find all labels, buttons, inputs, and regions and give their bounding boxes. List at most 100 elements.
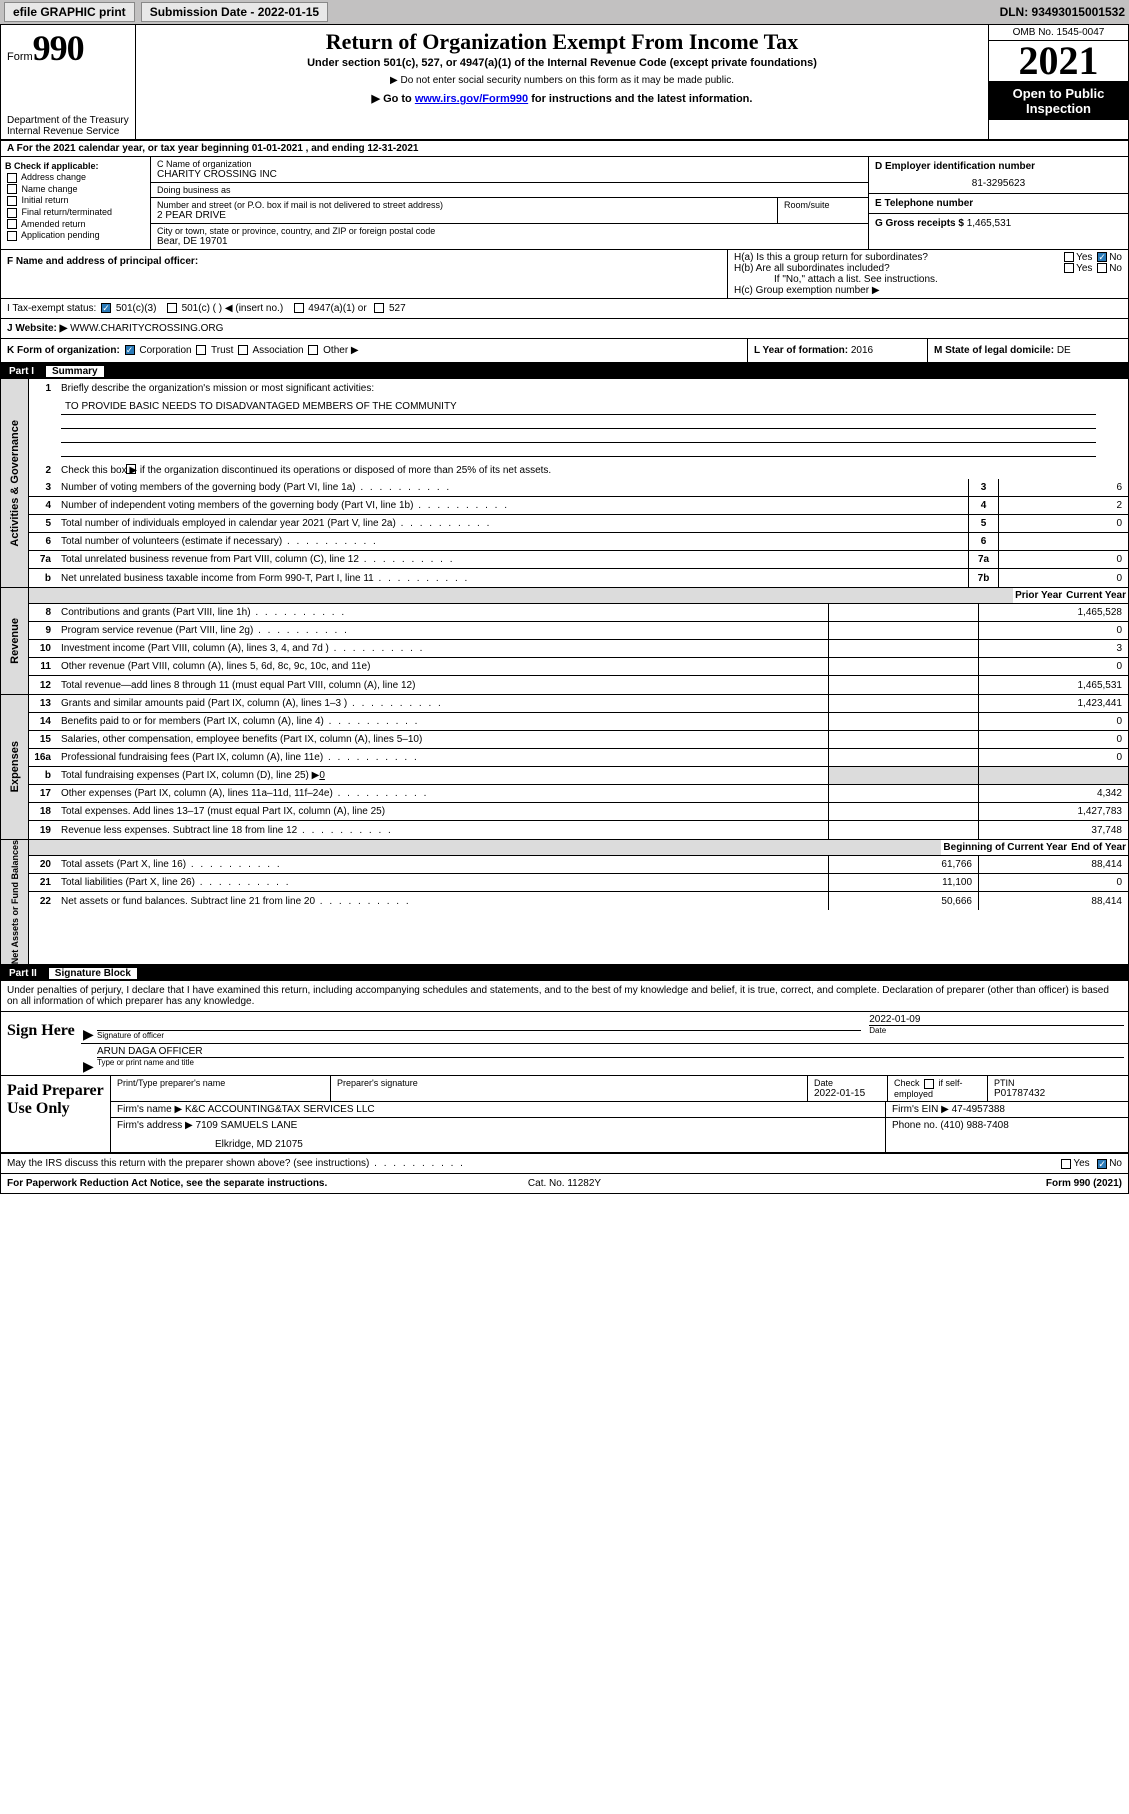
firm-name: K&C ACCOUNTING&TAX SERVICES LLC: [185, 1104, 375, 1115]
ssn-warning: ▶ Do not enter social security numbers o…: [142, 75, 982, 86]
chk-final-return[interactable]: Final return/terminated: [5, 207, 146, 218]
line11-current: 0: [978, 658, 1128, 675]
ein-value: 81-3295623: [875, 172, 1122, 189]
chk-discuss-no[interactable]: [1097, 1159, 1107, 1169]
net-assets-section: Net Assets or Fund Balances Beginning of…: [1, 840, 1128, 966]
tax-year: 2021: [989, 41, 1128, 82]
line19-label: Revenue less expenses. Subtract line 18 …: [57, 823, 828, 838]
line13-label: Grants and similar amounts paid (Part IX…: [57, 696, 828, 711]
line8-current: 1,465,528: [978, 604, 1128, 621]
part-ii-num: Part II: [9, 968, 37, 979]
h-c-exemption: H(c) Group exemption number ▶: [734, 285, 1122, 296]
form-word: Form: [7, 51, 33, 63]
chk-address-change[interactable]: Address change: [5, 172, 146, 183]
firm-addr2: Elkridge, MD 21075: [117, 1131, 879, 1150]
line7a-value: 0: [998, 551, 1128, 568]
lbl-room: Room/suite: [784, 200, 862, 210]
sig-date-label: Date: [869, 1025, 1124, 1035]
lbl-phone: E Telephone number: [875, 198, 1122, 209]
part-i-title: Summary: [46, 366, 104, 377]
org-name: CHARITY CROSSING INC: [157, 169, 862, 180]
h-b-note: If "No," attach a list. See instructions…: [734, 274, 1122, 285]
line21-boy: 11,100: [828, 874, 978, 891]
part-i-header: Part I Summary: [1, 364, 1128, 379]
col-boy: Beginning of Current Year: [941, 840, 1069, 855]
activities-governance: Activities & Governance 1Briefly describ…: [1, 379, 1128, 588]
prep-name-hdr: Print/Type preparer's name: [117, 1078, 324, 1088]
form-990-2021: Form 990 (2021): [750, 1178, 1122, 1189]
part-i-num: Part I: [9, 366, 34, 377]
chk-4947[interactable]: [294, 303, 304, 313]
sig-officer-label: Signature of officer: [97, 1030, 861, 1040]
officer-name-title: ARUN DAGA OFFICER: [97, 1046, 1124, 1057]
period-line-a: A For the 2021 calendar year, or tax yea…: [1, 141, 1128, 157]
line16b-label: Total fundraising expenses (Part IX, col…: [57, 768, 828, 783]
chk-initial-return[interactable]: Initial return: [5, 195, 146, 206]
instructions-line: ▶ Go to www.irs.gov/Form990 for instruct…: [142, 92, 982, 105]
row-j-website: J Website: ▶ WWW.CHARITYCROSSING.ORG: [1, 319, 1128, 339]
line14-current: 0: [978, 713, 1128, 730]
lbl-principal-officer: F Name and address of principal officer:: [7, 256, 721, 267]
line5-label: Total number of individuals employed in …: [57, 516, 968, 531]
chk-other[interactable]: [308, 345, 318, 355]
chk-self-employed[interactable]: [924, 1079, 934, 1089]
page-footer: For Paperwork Reduction Act Notice, see …: [1, 1174, 1128, 1193]
line8-label: Contributions and grants (Part VIII, lin…: [57, 605, 828, 620]
goto-suffix: for instructions and the latest informat…: [528, 93, 752, 105]
line21-eoy: 0: [978, 874, 1128, 891]
chk-trust[interactable]: [196, 345, 206, 355]
line15-label: Salaries, other compensation, employee b…: [57, 732, 828, 747]
paid-preparer-label: Paid Preparer Use Only: [1, 1076, 111, 1152]
col-current-year: Current Year: [1064, 588, 1128, 603]
line16a-current: 0: [978, 749, 1128, 766]
lbl-state-domicile: M State of legal domicile:: [934, 345, 1057, 356]
submission-date-button[interactable]: Submission Date - 2022-01-15: [141, 2, 328, 22]
form-990: Form990 Department of the Treasury Inter…: [0, 24, 1129, 1194]
chk-527[interactable]: [374, 303, 384, 313]
line4-value: 2: [998, 497, 1128, 514]
sign-here-label: Sign Here: [1, 1012, 81, 1075]
revenue-section: Revenue Prior YearCurrent Year 8Contribu…: [1, 588, 1128, 695]
firm-ein-lbl: Firm's EIN ▶: [892, 1104, 949, 1115]
part-ii-title: Signature Block: [49, 968, 137, 979]
ptin-hdr: PTIN: [994, 1078, 1122, 1088]
line4-label: Number of independent voting members of …: [57, 498, 968, 513]
line18-label: Total expenses. Add lines 13–17 (must eq…: [57, 804, 828, 819]
street-address: 2 PEAR DRIVE: [157, 210, 771, 221]
perjury-declaration: Under penalties of perjury, I declare th…: [1, 981, 1128, 1012]
efile-print-button[interactable]: efile GRAPHIC print: [4, 2, 135, 22]
line6-label: Total number of volunteers (estimate if …: [57, 534, 968, 549]
gross-receipts-value: 1,465,531: [967, 218, 1012, 229]
goto-prefix: ▶ Go to: [372, 93, 415, 105]
vside-revenue: Revenue: [9, 618, 21, 664]
line17-label: Other expenses (Part IX, column (A), lin…: [57, 786, 828, 801]
firm-phone: (410) 988-7408: [940, 1120, 1008, 1131]
irs-label: Internal Revenue Service: [7, 126, 129, 137]
h-b-subordinates: H(b) Are all subordinates included? Yes …: [734, 263, 1122, 274]
year-formation: 2016: [851, 345, 873, 356]
line5-value: 0: [998, 515, 1128, 532]
chk-association[interactable]: [238, 345, 248, 355]
chk-corporation[interactable]: [125, 345, 135, 355]
chk-discuss-yes[interactable]: [1061, 1159, 1071, 1169]
chk-discontinued[interactable]: [126, 464, 136, 474]
line7b-label: Net unrelated business taxable income fr…: [57, 571, 968, 586]
chk-amended-return[interactable]: Amended return: [5, 219, 146, 230]
chk-name-change[interactable]: Name change: [5, 184, 146, 195]
lbl-ein: D Employer identification number: [875, 161, 1122, 172]
block-fh: F Name and address of principal officer:…: [1, 250, 1128, 299]
line12-label: Total revenue—add lines 8 through 11 (mu…: [57, 678, 828, 693]
line10-current: 3: [978, 640, 1128, 657]
sig-date-value: 2022-01-09: [869, 1014, 1124, 1025]
line9-label: Program service revenue (Part VIII, line…: [57, 623, 828, 638]
line2-label: Check this box ▶ if the organization dis…: [57, 463, 1128, 478]
expenses-section: Expenses 13Grants and similar amounts pa…: [1, 695, 1128, 840]
prep-date-value: 2022-01-15: [814, 1088, 881, 1099]
chk-501c[interactable]: [167, 303, 177, 313]
chk-501c3[interactable]: [101, 303, 111, 313]
line10-label: Investment income (Part VIII, column (A)…: [57, 641, 828, 656]
chk-application-pending[interactable]: Application pending: [5, 230, 146, 241]
irs-form990-link[interactable]: www.irs.gov/Form990: [415, 93, 528, 105]
line20-eoy: 88,414: [978, 856, 1128, 873]
vside-activities: Activities & Governance: [9, 420, 21, 547]
